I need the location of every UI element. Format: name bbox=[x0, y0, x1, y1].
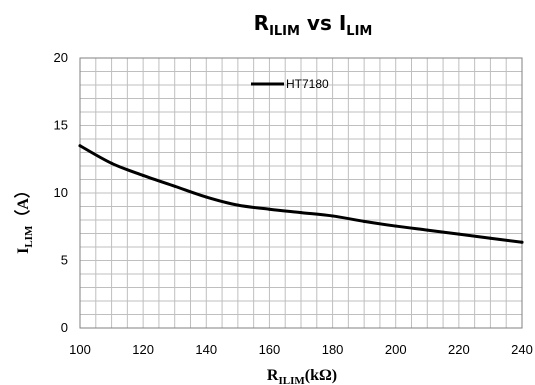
x-tick-labels: 100 120 140 160 180 200 220 240 bbox=[69, 342, 533, 357]
y-label-tail: （A） bbox=[14, 182, 32, 226]
y-tick-label: 15 bbox=[54, 118, 68, 133]
grid bbox=[80, 58, 522, 328]
x-label-tail: (kΩ) bbox=[305, 367, 337, 384]
y-tick-label: 10 bbox=[54, 185, 68, 200]
data-point bbox=[173, 184, 177, 188]
plot-area-border bbox=[79, 57, 523, 329]
data-point bbox=[78, 144, 82, 148]
title-mid-subscript: LIM bbox=[346, 24, 372, 39]
data-point bbox=[362, 219, 366, 223]
data-point bbox=[110, 161, 114, 165]
svg-text:RILIM(kΩ): RILIM(kΩ) bbox=[267, 367, 337, 385]
x-tick-label: 140 bbox=[195, 342, 217, 357]
data-point bbox=[331, 214, 335, 218]
series-group bbox=[78, 144, 524, 244]
data-point bbox=[141, 173, 145, 177]
y-tick-labels: 0 5 10 15 20 bbox=[54, 50, 68, 335]
x-tick-label: 100 bbox=[69, 342, 91, 357]
data-point bbox=[394, 224, 398, 228]
y-label-subscript: LIM bbox=[23, 225, 35, 248]
x-tick-label: 160 bbox=[259, 342, 281, 357]
legend: HT7180 bbox=[251, 77, 329, 91]
x-label-main: R bbox=[267, 367, 279, 384]
data-point bbox=[204, 195, 208, 199]
y-label-main: I bbox=[15, 248, 32, 254]
title-mid: vs I bbox=[300, 11, 346, 35]
x-axis-label: RILIM(kΩ) bbox=[267, 367, 337, 385]
data-point bbox=[236, 203, 240, 207]
data-point bbox=[425, 228, 429, 232]
x-tick-label: 200 bbox=[385, 342, 407, 357]
data-point bbox=[520, 240, 524, 244]
chart-title: RILIM vs ILIM bbox=[254, 11, 373, 39]
y-tick-label: 5 bbox=[61, 253, 68, 268]
y-tick-label: 20 bbox=[54, 50, 68, 65]
y-tick-label: 0 bbox=[61, 320, 68, 335]
legend-label: HT7180 bbox=[286, 77, 329, 91]
svg-text:ILIM（A）: ILIM（A） bbox=[14, 182, 35, 254]
svg-text:RILIM vs ILIM: RILIM vs ILIM bbox=[254, 11, 373, 39]
x-tick-label: 220 bbox=[448, 342, 470, 357]
data-point bbox=[267, 207, 271, 211]
x-tick-label: 180 bbox=[322, 342, 344, 357]
x-tick-label: 240 bbox=[511, 342, 533, 357]
data-point bbox=[457, 232, 461, 236]
x-tick-label: 120 bbox=[132, 342, 154, 357]
title-main-subscript: ILIM bbox=[269, 24, 300, 39]
data-point bbox=[488, 236, 492, 240]
data-point bbox=[299, 211, 303, 215]
title-main: R bbox=[254, 11, 269, 35]
x-label-subscript: ILIM bbox=[278, 375, 305, 385]
y-axis-label: ILIM（A） bbox=[14, 182, 35, 254]
